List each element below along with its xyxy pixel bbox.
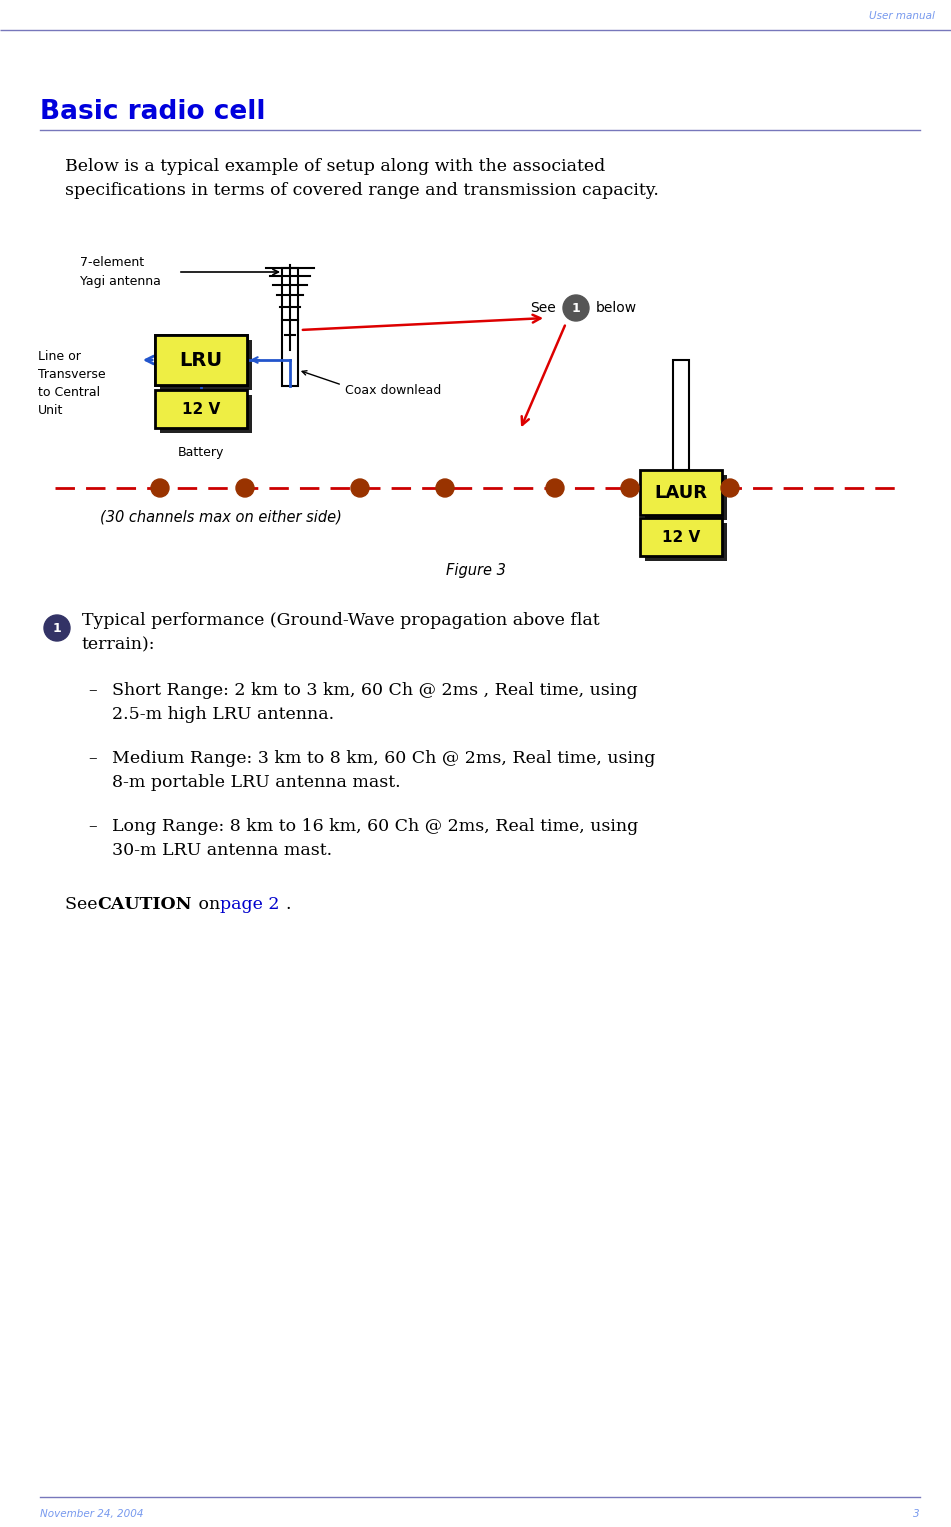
Circle shape: [546, 479, 564, 496]
Circle shape: [44, 615, 70, 641]
Text: Battery: Battery: [178, 446, 224, 460]
Bar: [640, 518, 722, 556]
Text: CAUTION: CAUTION: [97, 896, 191, 913]
Text: See: See: [65, 896, 103, 913]
Text: Long Range: 8 km to 16 km, 60 Ch @ 2ms, Real time, using
30-m LRU antenna mast.: Long Range: 8 km to 16 km, 60 Ch @ 2ms, …: [112, 818, 638, 860]
Bar: [645, 475, 727, 521]
Circle shape: [436, 479, 454, 496]
Text: 12 V: 12 V: [182, 402, 220, 417]
Bar: [673, 360, 689, 470]
Text: –: –: [88, 750, 97, 767]
Text: below: below: [596, 301, 637, 315]
Text: LAUR: LAUR: [654, 484, 708, 501]
Text: –: –: [88, 818, 97, 835]
Text: page 2: page 2: [220, 896, 280, 913]
Bar: [640, 470, 722, 515]
Text: Coax downlead: Coax downlead: [345, 383, 441, 397]
Text: Figure 3: Figure 3: [446, 562, 506, 577]
Circle shape: [236, 479, 254, 496]
Bar: [155, 334, 247, 385]
Bar: [160, 395, 252, 434]
Text: 12 V: 12 V: [662, 530, 700, 545]
Text: Line or
Transverse
to Central
Unit: Line or Transverse to Central Unit: [38, 350, 106, 417]
Text: (30 channels max on either side): (30 channels max on either side): [100, 510, 341, 524]
Text: LRU: LRU: [180, 351, 223, 370]
Bar: [155, 389, 247, 428]
Text: 3: 3: [913, 1509, 920, 1519]
Text: Typical performance (Ground-Wave propagation above flat
terrain):: Typical performance (Ground-Wave propaga…: [82, 612, 600, 654]
Bar: [282, 269, 298, 386]
Text: 1: 1: [52, 621, 62, 635]
Text: Short Range: 2 km to 3 km, 60 Ch @ 2ms , Real time, using
2.5-m high LRU antenna: Short Range: 2 km to 3 km, 60 Ch @ 2ms ,…: [112, 683, 637, 724]
Text: Medium Range: 3 km to 8 km, 60 Ch @ 2ms, Real time, using
8-m portable LRU anten: Medium Range: 3 km to 8 km, 60 Ch @ 2ms,…: [112, 750, 655, 791]
Bar: [155, 334, 247, 385]
Text: on: on: [193, 896, 225, 913]
Circle shape: [151, 479, 169, 496]
Text: 7-element
Yagi antenna: 7-element Yagi antenna: [80, 257, 161, 287]
Bar: [160, 341, 252, 389]
Text: Basic radio cell: Basic radio cell: [40, 99, 265, 125]
Text: Below is a typical example of setup along with the associated
specifications in : Below is a typical example of setup alon…: [65, 157, 659, 199]
Circle shape: [721, 479, 739, 496]
Circle shape: [351, 479, 369, 496]
Text: See: See: [531, 301, 556, 315]
Text: November 24, 2004: November 24, 2004: [40, 1509, 144, 1519]
Text: .: .: [285, 896, 290, 913]
Bar: [645, 524, 727, 560]
Text: 1: 1: [572, 301, 580, 315]
Circle shape: [621, 479, 639, 496]
Circle shape: [563, 295, 589, 321]
Text: User manual: User manual: [869, 11, 935, 21]
Text: –: –: [88, 683, 97, 699]
